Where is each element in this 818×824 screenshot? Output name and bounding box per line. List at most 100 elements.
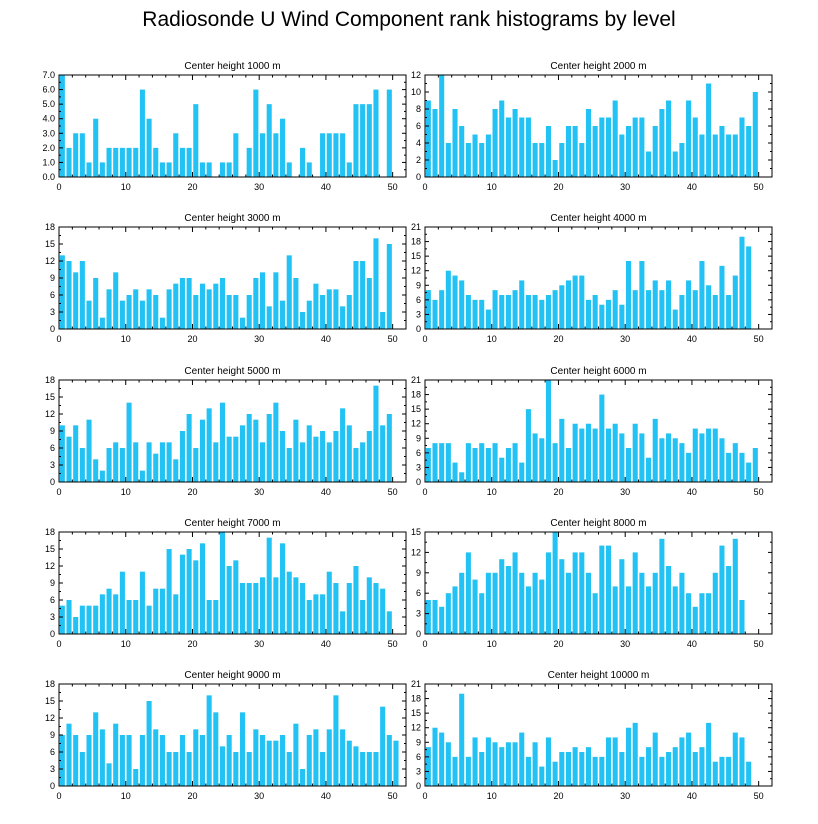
histogram-bar xyxy=(306,600,312,634)
histogram-bar xyxy=(532,143,538,177)
histogram-bar xyxy=(492,290,498,329)
histogram-bar xyxy=(612,586,618,634)
histogram-bar xyxy=(213,442,219,482)
histogram-bar xyxy=(139,571,145,634)
histogram-bar xyxy=(119,735,125,786)
histogram-bar xyxy=(273,402,279,482)
y-tick-label: 9 xyxy=(50,426,55,436)
histogram-bar xyxy=(485,572,491,634)
histogram-bar xyxy=(333,583,339,634)
histogram-bar xyxy=(106,289,112,329)
histogram-bar xyxy=(86,735,92,786)
histogram-bar xyxy=(599,117,605,177)
histogram-bar xyxy=(106,763,112,786)
x-tick-label: 50 xyxy=(754,334,764,344)
histogram-bar xyxy=(512,290,518,329)
y-tick-label: 15 xyxy=(45,239,55,249)
histogram-bar xyxy=(246,414,252,482)
histogram-bar xyxy=(659,109,665,177)
histogram-bar xyxy=(699,433,705,482)
histogram-bar xyxy=(280,300,286,329)
x-tick-label: 30 xyxy=(254,639,264,649)
histogram-bar xyxy=(199,735,206,786)
y-tick-label: 2 xyxy=(416,155,421,165)
histogram-bar xyxy=(532,295,538,329)
histogram-bar xyxy=(213,712,219,786)
y-tick-label: 18 xyxy=(45,222,55,232)
histogram-bar xyxy=(632,117,638,177)
histogram-bar xyxy=(712,761,718,786)
panel-5: Center height 5000 m 0 3 6 9 12 15 18 0 10 20 30 40 5… xyxy=(45,366,407,497)
histogram-bar xyxy=(79,752,85,786)
x-tick-label: 30 xyxy=(254,487,264,497)
histogram-bar xyxy=(259,577,266,634)
histogram-bar xyxy=(286,571,292,634)
histogram-bar xyxy=(373,752,379,786)
histogram-bar xyxy=(652,126,658,177)
x-tick-label: 40 xyxy=(321,334,331,344)
histogram-bar xyxy=(572,552,578,634)
histogram-bar xyxy=(525,117,531,177)
histogram-bar xyxy=(353,746,359,786)
histogram-bar xyxy=(472,299,478,329)
histogram-bar xyxy=(712,295,718,329)
panel-10: Center height 10000 m 0 3 6 9 12 15 18 21 0 10 20 30… xyxy=(411,670,773,801)
histogram-bar xyxy=(512,109,518,177)
histogram-bar xyxy=(565,752,572,786)
histogram-bar xyxy=(545,552,551,634)
histogram-bar xyxy=(425,100,431,177)
histogram-bar xyxy=(119,300,125,329)
histogram-bar xyxy=(565,572,572,634)
y-tick-label: 21 xyxy=(411,222,421,232)
x-tick-label: 10 xyxy=(487,334,497,344)
histogram-bar xyxy=(126,147,132,177)
figure-title: Radiosonde U Wind Component rank histogr… xyxy=(142,8,676,31)
histogram-bar xyxy=(632,423,638,482)
histogram-bar xyxy=(366,278,372,329)
x-tick-label: 0 xyxy=(422,487,427,497)
histogram-bar xyxy=(360,104,366,177)
histogram-bar xyxy=(206,600,212,634)
histogram-bar xyxy=(300,583,306,634)
histogram-bar xyxy=(73,425,79,482)
histogram-bar xyxy=(79,448,85,482)
histogram-bar xyxy=(659,756,665,786)
histogram-bar xyxy=(532,742,538,786)
histogram-bar xyxy=(139,470,145,482)
histogram-bar xyxy=(472,737,478,786)
histogram-bar xyxy=(286,162,292,177)
histogram-bar xyxy=(99,594,105,634)
y-tick-label: 3 xyxy=(50,612,55,622)
histogram-bar xyxy=(666,280,672,329)
histogram-bar xyxy=(373,238,379,329)
histogram-bar xyxy=(353,566,359,634)
x-tick-label: 10 xyxy=(487,487,497,497)
histogram-bar xyxy=(366,431,372,482)
histogram-bar xyxy=(99,470,105,482)
y-tick-label: 12 xyxy=(411,266,421,276)
histogram-bar xyxy=(219,402,226,482)
panel-3: Center height 3000 m 0 3 6 9 12 15 18 0 10 20 30 40 5… xyxy=(45,213,407,344)
histogram-bar xyxy=(692,752,698,786)
histogram-bar xyxy=(519,462,525,482)
histogram-bar xyxy=(219,278,226,329)
histogram-bar xyxy=(459,126,465,177)
histogram-bar xyxy=(519,117,525,177)
y-tick-label: 0 xyxy=(50,781,55,791)
histogram-bar xyxy=(646,586,652,634)
y-tick-label: 0.0 xyxy=(42,172,55,182)
histogram-bar xyxy=(572,126,578,177)
histogram-bar xyxy=(226,436,232,482)
histogram-bar xyxy=(93,278,99,329)
histogram-bar xyxy=(732,443,738,482)
histogram-bar xyxy=(159,588,165,634)
histogram-bar xyxy=(712,428,718,482)
histogram-bar xyxy=(166,289,172,329)
histogram-bar xyxy=(146,289,152,329)
histogram-bar xyxy=(539,299,545,329)
histogram-bar xyxy=(686,100,692,177)
histogram-bar xyxy=(432,600,438,634)
histogram-bar xyxy=(599,545,605,634)
histogram-bar xyxy=(146,605,152,634)
histogram-bar xyxy=(246,295,252,329)
